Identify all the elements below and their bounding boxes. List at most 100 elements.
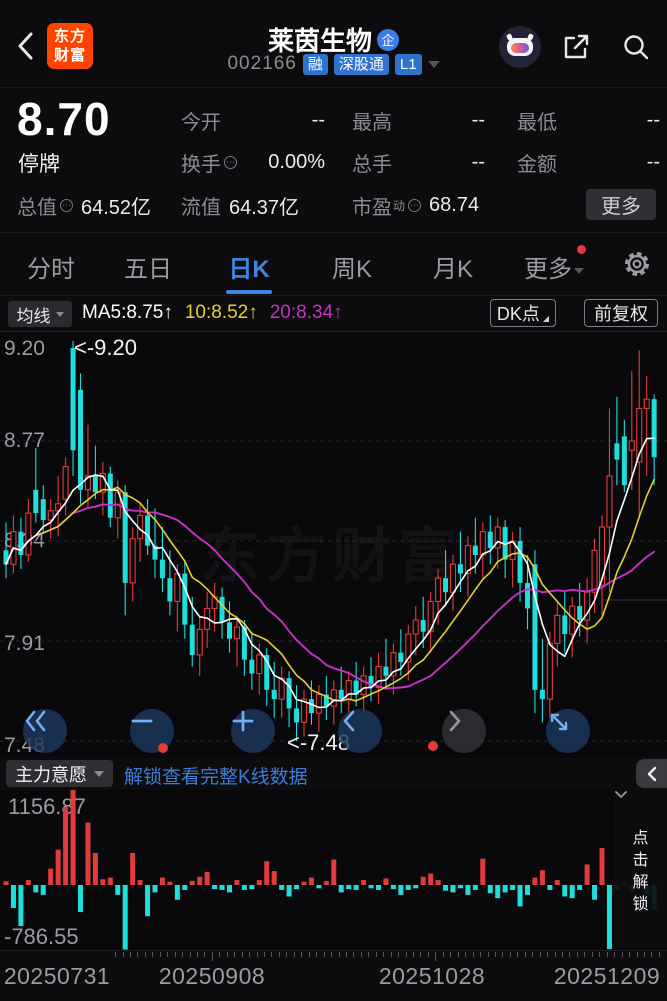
- unlock-data-link[interactable]: 解锁查看完整K线数据: [124, 767, 308, 788]
- forward-adjust-button[interactable]: 前复权: [584, 299, 658, 327]
- share-icon: [564, 34, 589, 59]
- x-axis-tick: [137, 952, 139, 957]
- tab-daily-k[interactable]: 日K: [228, 256, 270, 283]
- info-icon[interactable]: [408, 199, 422, 212]
- x-axis-tick: [435, 952, 437, 961]
- x-axis-tick: [539, 952, 541, 957]
- tab-timeshare[interactable]: 分时: [27, 256, 75, 283]
- field-high: 最高 --: [352, 106, 485, 135]
- ma5-value: MA5:8.75↑: [82, 302, 173, 323]
- enterprise-badge[interactable]: 企: [377, 28, 399, 51]
- x-axis-tick: [308, 952, 310, 957]
- x-axis-tick: [398, 952, 400, 957]
- stat-label: 流值: [181, 197, 221, 219]
- x-axis-tick: [524, 952, 526, 957]
- back-button[interactable]: [8, 24, 44, 68]
- x-axis-label: 20250731: [3, 963, 111, 989]
- unlock-side-panel[interactable]: 点 击 解 锁: [614, 790, 667, 950]
- field-label: 总手: [352, 154, 392, 176]
- x-axis-tick: [159, 952, 161, 957]
- x-axis-tick: [256, 952, 258, 957]
- pan-right-button[interactable]: [442, 709, 486, 753]
- stat-float-value: 流值 64.37亿: [181, 191, 299, 220]
- ma10-value: 10:8.52↑: [184, 302, 258, 323]
- y-axis-label: 9.20: [4, 337, 45, 360]
- fast-rewind-button[interactable]: [23, 709, 67, 753]
- x-axis-tick: [644, 952, 645, 957]
- tab-monthly-k[interactable]: 月K: [432, 256, 474, 283]
- tab-more[interactable]: 更多: [524, 256, 572, 283]
- notification-dot: [577, 245, 586, 254]
- ma20-value: 20:8.34↑: [269, 302, 343, 323]
- x-axis: 20250731 20250908 20251028 20251209: [0, 950, 667, 1001]
- x-axis-tick: [562, 952, 563, 957]
- gear-icon: [625, 252, 649, 276]
- field-label: 换手: [181, 154, 221, 176]
- stat-value: 64.52亿: [81, 197, 152, 219]
- fullscreen-button[interactable]: [546, 709, 590, 753]
- x-axis-tick: [122, 952, 124, 957]
- x-axis-tick: [316, 952, 318, 957]
- share-button[interactable]: [561, 26, 591, 68]
- x-axis-tick: [532, 952, 534, 957]
- x-axis-tick: [331, 952, 332, 957]
- chart-settings-button[interactable]: [622, 249, 652, 279]
- kline-chart[interactable]: 东方财富 9.20 8.77 8.34 7.91 7.48 <-9.20 <-7…: [0, 331, 667, 757]
- x-axis-tick: [658, 952, 660, 957]
- x-axis-tick: [502, 952, 504, 957]
- eastmoney-logo[interactable]: 东方 财富: [47, 23, 93, 69]
- ma-selector-button[interactable]: 均线: [8, 301, 72, 327]
- x-axis-tick: [494, 952, 496, 957]
- x-axis-tick: [621, 952, 623, 957]
- logo-text-line2: 财富: [53, 47, 86, 64]
- x-axis-tick: [226, 952, 228, 957]
- x-axis-tick: [427, 952, 429, 957]
- ma-selector-label: 均线: [16, 306, 51, 326]
- x-axis-tick: [554, 952, 556, 957]
- x-axis-tick: [129, 952, 131, 957]
- header: 东方 财富 莱茵生物企 002166 融 深股通 L1: [0, 0, 667, 88]
- x-axis-tick: [450, 952, 452, 957]
- tab-weekly-k[interactable]: 周K: [331, 256, 373, 283]
- dk-point-button[interactable]: DK点 ◢: [490, 299, 556, 327]
- more-button[interactable]: 更多: [586, 189, 656, 220]
- margin-badge: 融: [302, 53, 328, 75]
- trading-status: 停牌: [18, 153, 60, 176]
- collapse-panel-button[interactable]: [636, 759, 667, 788]
- x-axis-tick: [375, 952, 377, 957]
- x-axis-tick: [606, 952, 608, 957]
- stat-value: 68.74: [429, 194, 480, 216]
- field-value: --: [471, 151, 485, 173]
- back-icon: [18, 32, 33, 60]
- x-axis-tick: [614, 952, 616, 957]
- active-tab-underline: [226, 290, 272, 294]
- x-axis-tick: [636, 952, 638, 957]
- x-axis-tick: [420, 952, 422, 957]
- field-label: 最高: [352, 112, 392, 134]
- x-axis-tick: [241, 952, 243, 957]
- info-icon[interactable]: [60, 199, 73, 212]
- zoom-in-button[interactable]: [231, 709, 275, 753]
- ai-assistant-button[interactable]: [499, 26, 541, 68]
- info-icon[interactable]: [224, 156, 237, 169]
- x-axis-tick: [234, 952, 236, 957]
- x-axis-tick: [264, 952, 265, 957]
- sub-indicator-selector[interactable]: 主力意愿: [6, 760, 113, 787]
- x-axis-tick: [323, 952, 325, 957]
- connect-badge: 深股通: [333, 53, 389, 75]
- last-price: 8.70: [17, 93, 111, 145]
- field-value: --: [646, 151, 660, 173]
- field-label: 最低: [517, 112, 557, 134]
- pan-left-button[interactable]: [338, 709, 382, 753]
- search-button[interactable]: [621, 26, 651, 68]
- x-axis-tick: [472, 952, 474, 957]
- robot-icon: [507, 38, 533, 56]
- stock-code-row[interactable]: 002166 融 深股通 L1: [0, 53, 667, 75]
- main-force-panel[interactable]: 1156.87 -786.55 点 击 解 锁: [0, 790, 667, 950]
- field-turnover: 换手 0.00%: [181, 148, 325, 177]
- x-axis-tick: [144, 952, 146, 957]
- tab-5day[interactable]: 五日: [124, 256, 172, 283]
- red-dot-badge: [158, 743, 168, 753]
- field-label: 今开: [181, 112, 221, 134]
